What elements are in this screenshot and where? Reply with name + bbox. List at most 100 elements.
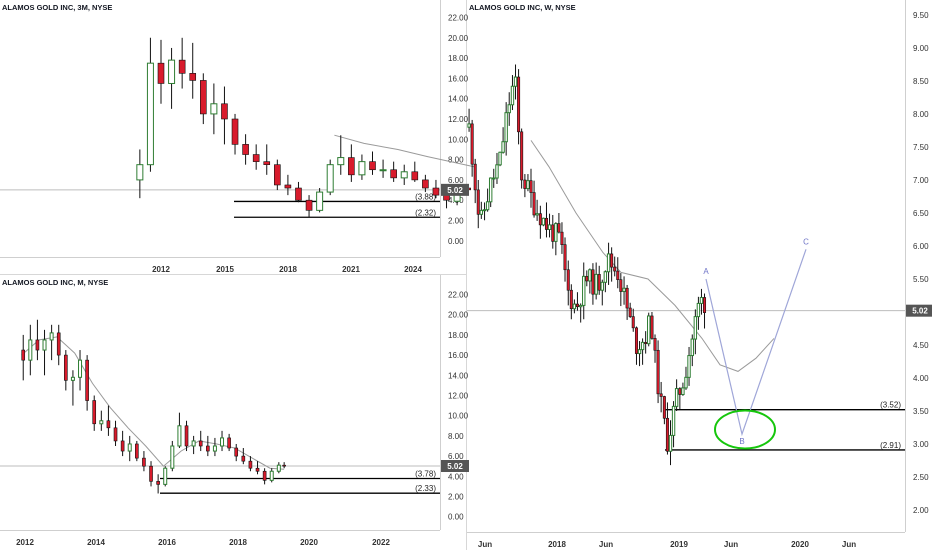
candle-up[interactable] (400, 171, 408, 179)
candle-down[interactable] (551, 224, 555, 242)
candle-down[interactable] (517, 76, 521, 133)
candle-up[interactable] (640, 341, 645, 351)
candle-up[interactable] (606, 253, 611, 273)
candle-up[interactable] (42, 339, 47, 351)
candle-up[interactable] (668, 434, 673, 452)
candle-down[interactable] (274, 164, 281, 186)
abc-pattern-path[interactable] (705, 249, 807, 437)
candle-down[interactable] (348, 157, 355, 176)
candle-down[interactable] (227, 437, 231, 449)
candle-up[interactable] (177, 425, 182, 447)
candle-up[interactable] (326, 164, 334, 193)
candle-down[interactable] (242, 144, 249, 155)
candle-down[interactable] (35, 339, 40, 351)
candle-up[interactable] (276, 464, 281, 472)
candle-up[interactable] (526, 180, 530, 190)
candle-up[interactable] (674, 388, 679, 407)
candle-down[interactable] (231, 118, 239, 145)
candle-down[interactable] (703, 297, 707, 313)
candle-up[interactable] (495, 164, 499, 179)
candle-up[interactable] (622, 287, 626, 293)
candle-up[interactable] (535, 213, 539, 216)
candle-down[interactable] (156, 481, 160, 485)
candle-down[interactable] (284, 184, 292, 189)
candle-down[interactable] (470, 123, 474, 165)
candle-down[interactable] (200, 80, 207, 115)
candle-down[interactable] (184, 425, 189, 447)
candle-down[interactable] (557, 223, 561, 233)
candle-down[interactable] (221, 103, 228, 120)
candle-down[interactable] (120, 440, 125, 452)
candle-up[interactable] (168, 59, 176, 84)
chart-panel-weekly[interactable]: ALAMOS GOLD INC, W, NYSE 9.50 9.00 8.50 8.00… (467, 0, 932, 549)
candle-up[interactable] (191, 440, 196, 447)
candle-up[interactable] (693, 316, 698, 340)
candle-up[interactable] (582, 275, 586, 306)
candle-down[interactable] (476, 189, 480, 215)
candle-up[interactable] (681, 387, 685, 395)
candle-up[interactable] (671, 405, 676, 436)
candle-down[interactable] (665, 417, 669, 452)
candle-up[interactable] (170, 445, 175, 469)
candle-down[interactable] (157, 62, 165, 84)
candle-down[interactable] (678, 388, 682, 395)
candle-down[interactable] (538, 213, 542, 226)
candle-up[interactable] (485, 201, 490, 211)
candle-up[interactable] (572, 303, 577, 310)
candle-down[interactable] (619, 279, 623, 292)
candle-up[interactable] (28, 339, 33, 361)
target-zone-ellipse[interactable] (714, 409, 776, 450)
candle-up[interactable] (210, 103, 218, 115)
candle-up[interactable] (467, 123, 471, 128)
candle-up[interactable] (70, 376, 75, 381)
candle-down[interactable] (563, 244, 567, 271)
candle-up[interactable] (578, 304, 583, 308)
candle-up[interactable] (501, 141, 505, 153)
candle-down[interactable] (64, 354, 68, 381)
candle-up[interactable] (637, 349, 642, 355)
candle-up[interactable] (488, 177, 493, 203)
candle-down[interactable] (85, 359, 89, 401)
candle-up[interactable] (696, 302, 701, 318)
candle-up[interactable] (647, 315, 651, 345)
candle-up[interactable] (507, 104, 511, 114)
candle-down[interactable] (92, 400, 97, 425)
candle-down[interactable] (262, 470, 267, 481)
candle-up[interactable] (588, 269, 592, 282)
candle-down[interactable] (560, 231, 564, 245)
candle-up[interactable] (482, 209, 487, 212)
candle-up[interactable] (547, 224, 552, 231)
candle-down[interactable] (653, 338, 657, 351)
candle-down[interactable] (520, 131, 524, 181)
candle-down[interactable] (369, 161, 376, 171)
candle-down[interactable] (248, 460, 253, 469)
candle-down[interactable] (597, 274, 601, 291)
candle-down[interactable] (566, 269, 570, 291)
candle-up[interactable] (358, 161, 366, 176)
candle-down[interactable] (113, 427, 118, 442)
candle-up[interactable] (513, 76, 518, 87)
candle-up[interactable] (690, 338, 694, 357)
candle-down[interactable] (656, 349, 660, 395)
candle-down[interactable] (305, 199, 313, 211)
candle-down[interactable] (149, 465, 153, 482)
candle-up[interactable] (510, 85, 515, 106)
candle-down[interactable] (282, 464, 286, 467)
candle-down[interactable] (628, 307, 632, 317)
candle-up[interactable] (220, 437, 225, 447)
candle-down[interactable] (390, 169, 397, 179)
candle-down[interactable] (106, 420, 111, 429)
candle-up[interactable] (600, 281, 604, 291)
candle-down[interactable] (631, 316, 635, 329)
candle-up[interactable] (603, 271, 608, 283)
candle-up[interactable] (99, 420, 104, 425)
candle-down[interactable] (432, 187, 440, 196)
candle-down[interactable] (610, 253, 614, 268)
candle-up[interactable] (687, 355, 691, 378)
candle-down[interactable] (523, 179, 527, 189)
candle-down[interactable] (575, 303, 579, 308)
candle-down[interactable] (625, 287, 629, 309)
candle-down[interactable] (411, 171, 419, 181)
candle-down[interactable] (650, 315, 654, 339)
